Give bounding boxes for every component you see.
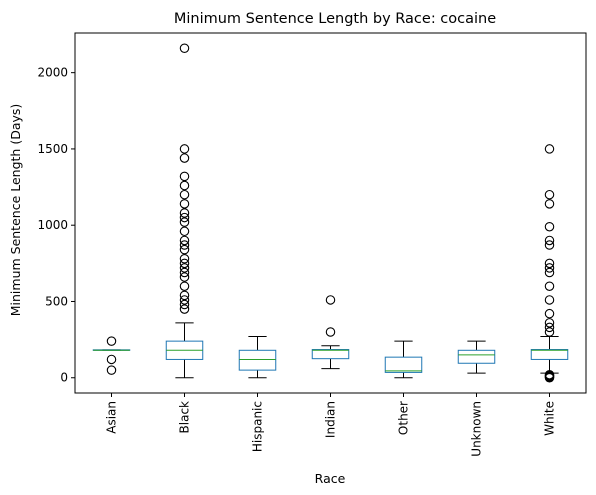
outlier-point: [544, 281, 555, 291]
outlier-point: [544, 235, 555, 246]
outlier-point: [179, 304, 190, 314]
outlier-point: [179, 272, 190, 282]
outlier-point: [106, 365, 117, 375]
outlier-point: [179, 212, 190, 223]
x-tick-label: Other: [397, 401, 411, 435]
box-group-white: [530, 144, 569, 383]
x-tick-label: Indian: [324, 401, 338, 438]
outlier-point: [179, 258, 190, 269]
outlier-point: [179, 208, 190, 218]
outlier-point: [179, 144, 190, 154]
y-axis-label: Minimum Sentence Length (Days): [8, 104, 23, 317]
x-tick-label: White: [543, 401, 557, 436]
box: [530, 349, 569, 360]
axes: 0 500 1000 1500 2000 Asian Black Hispanic Indian…: [37, 32, 587, 457]
box: [311, 349, 350, 360]
x-tick-label: Asian: [105, 401, 119, 434]
x-axis-label: Race: [315, 471, 346, 486]
outlier-point: [179, 153, 190, 163]
box: [384, 356, 423, 373]
outlier-point: [179, 295, 190, 305]
outlier-point: [179, 267, 190, 278]
outlier-point: [106, 354, 117, 365]
outlier-point: [179, 299, 190, 310]
outlier-point: [544, 221, 555, 232]
y-tick-label: 1000: [37, 218, 68, 232]
outlier-point: [179, 263, 190, 273]
box-group-indian: [311, 295, 350, 370]
outlier-point: [179, 171, 190, 182]
outlier-point: [544, 318, 555, 328]
outlier-point: [544, 295, 555, 305]
outlier-point: [325, 295, 336, 305]
outlier-point: [179, 43, 190, 54]
outlier-point: [544, 199, 555, 209]
box-group-unknown: [457, 340, 496, 374]
box-group-other: [384, 340, 423, 379]
box-group-asian: [92, 336, 131, 375]
outlier-point: [179, 290, 190, 301]
outlier-point: [544, 267, 555, 278]
outlier-point: [544, 327, 555, 337]
outlier-point: [544, 240, 555, 250]
plot-frame: [74, 32, 587, 394]
outlier-point: [179, 180, 190, 191]
chart-title: Minimum Sentence Length by Race: cocaine: [174, 11, 496, 27]
y-tick-label: 2000: [37, 66, 68, 80]
box-group-black: [165, 43, 204, 379]
outlier-point: [179, 254, 190, 264]
outlier-point: [106, 336, 117, 346]
outlier-point: [544, 258, 555, 269]
outlier-point: [325, 327, 336, 337]
x-tick-label: Hispanic: [251, 401, 265, 452]
y-tick-label: 1500: [37, 142, 68, 156]
x-tick-label: Black: [178, 401, 192, 434]
outlier-point: [544, 369, 555, 380]
outlier-point: [179, 226, 190, 237]
outlier-point: [179, 199, 190, 209]
outlier-point: [544, 263, 555, 273]
y-tick-label: 500: [45, 294, 68, 308]
outlier-point: [544, 322, 555, 333]
plot-area: [92, 43, 569, 383]
outlier-point: [179, 281, 190, 291]
box: [457, 349, 496, 364]
outlier-point: [544, 144, 555, 154]
outlier-point: [179, 244, 190, 255]
box-group-hispanic: [238, 336, 277, 379]
outlier-point: [544, 189, 555, 200]
outlier-point: [179, 189, 190, 200]
x-tick-label: Unknown: [470, 401, 484, 457]
outlier-point: [544, 308, 555, 319]
y-tick-label: 0: [60, 371, 68, 385]
box: [238, 349, 277, 371]
outlier-point: [179, 235, 190, 246]
outlier-point: [179, 217, 190, 227]
outlier-point: [179, 240, 190, 250]
